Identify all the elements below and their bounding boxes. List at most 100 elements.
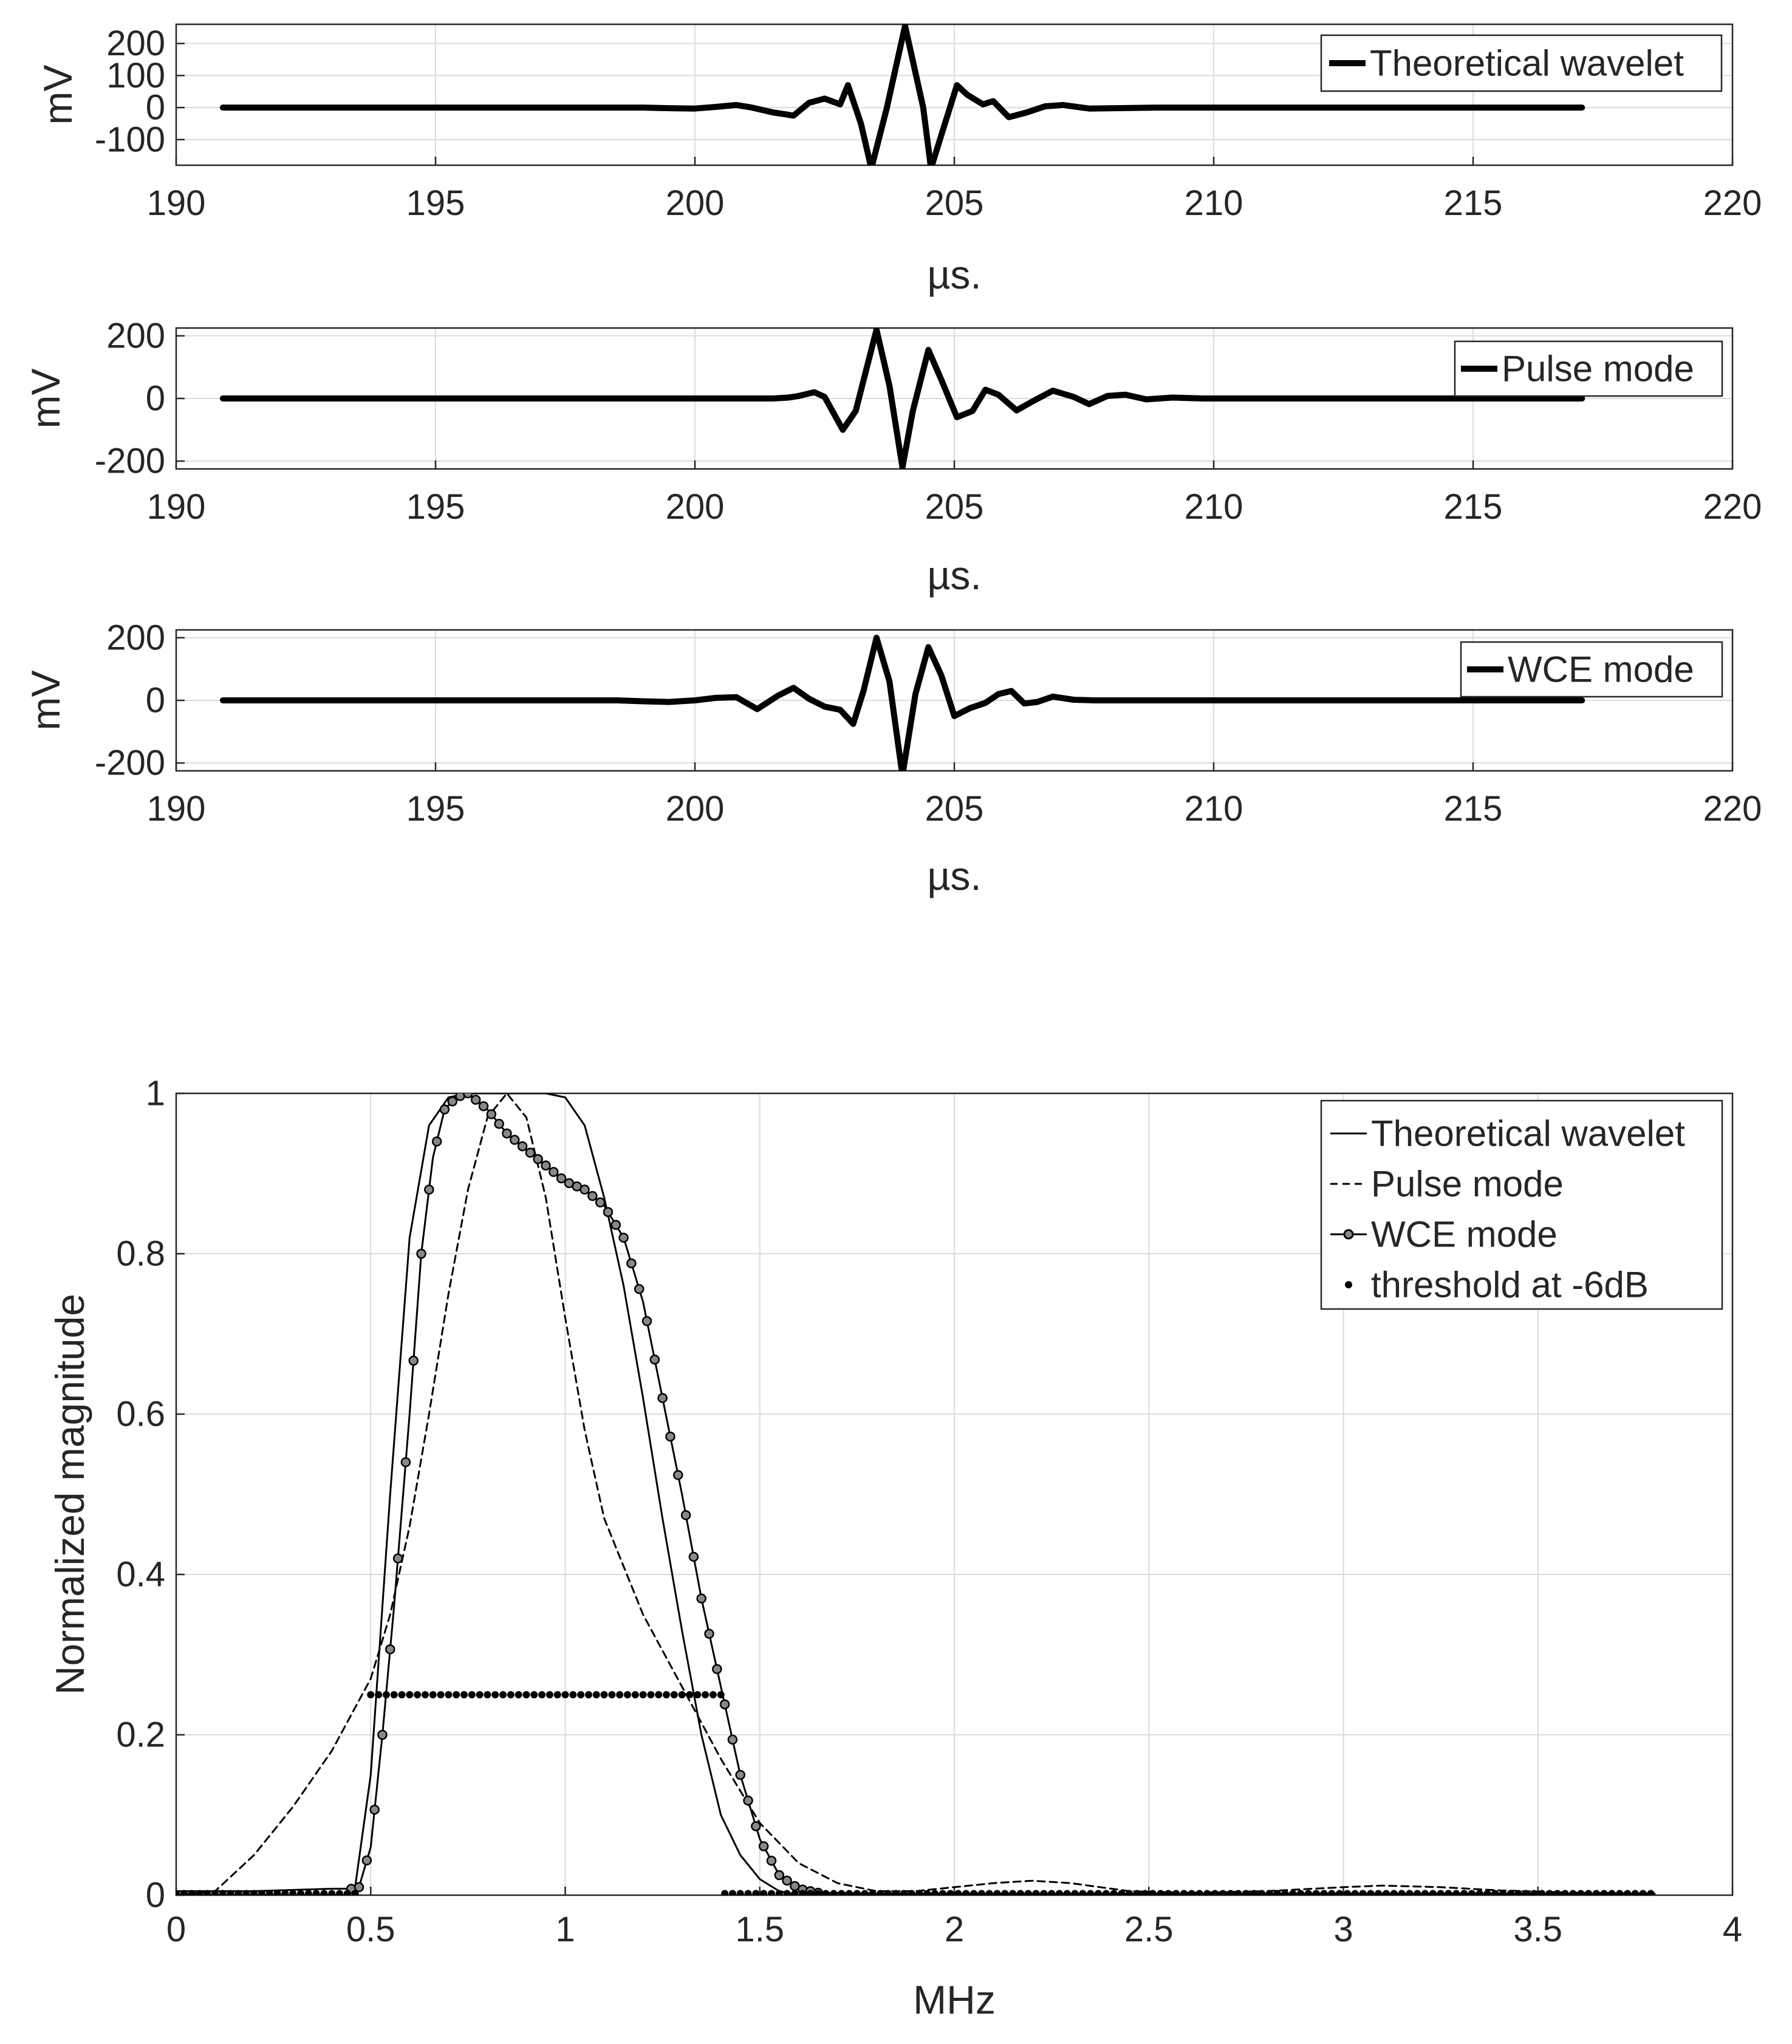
threshold-point	[1406, 1890, 1414, 1895]
threshold-point	[655, 1691, 663, 1698]
legend[interactable]: Pulse mode	[1454, 340, 1723, 397]
wce-marker	[696, 1593, 706, 1604]
x-tick-label: 200	[666, 487, 725, 527]
x-tick-label: 3	[1333, 1910, 1353, 1949]
threshold-point	[561, 1691, 569, 1698]
threshold-point	[445, 1691, 453, 1698]
wce-marker	[400, 1457, 411, 1468]
threshold-point	[398, 1691, 406, 1698]
threshold-point	[702, 1691, 710, 1698]
threshold-point	[1289, 1890, 1297, 1895]
legend[interactable]: WCE mode	[1460, 641, 1723, 698]
threshold-point	[453, 1691, 460, 1698]
threshold-point	[694, 1691, 702, 1698]
threshold-point	[970, 1890, 978, 1895]
threshold-point	[1491, 1890, 1499, 1895]
threshold-point	[227, 1890, 234, 1895]
legend-label-pulse-mode: Pulse mode	[1371, 1164, 1564, 1205]
threshold-point	[592, 1691, 600, 1698]
legend-marker-threshold	[1345, 1281, 1352, 1288]
y-tick-label: -200	[95, 442, 165, 481]
wce-marker	[657, 1393, 668, 1403]
threshold-point	[807, 1890, 815, 1895]
threshold-point	[939, 1890, 946, 1895]
legend-label-theoretical-wavelet: Theoretical wavelet	[1371, 1113, 1685, 1154]
threshold-point	[1468, 1890, 1476, 1895]
threshold-point	[1530, 1890, 1538, 1895]
threshold-point	[484, 1691, 491, 1698]
threshold-point	[1079, 1890, 1087, 1895]
x-tick-label: 195	[406, 789, 465, 829]
wce-marker	[680, 1510, 691, 1520]
wce-marker	[463, 1093, 473, 1099]
threshold-point	[678, 1691, 686, 1698]
threshold-point	[791, 1890, 799, 1895]
x-tick-label: 2	[945, 1910, 964, 1949]
threshold-point	[188, 1890, 196, 1895]
threshold-point	[1071, 1890, 1079, 1895]
threshold-point	[760, 1890, 768, 1895]
threshold-point	[265, 1890, 273, 1895]
x-tick-label: 0	[166, 1910, 186, 1949]
x-axis-label: MHz	[913, 1977, 996, 2022]
wce-marker	[447, 1096, 458, 1107]
threshold-point	[1585, 1890, 1593, 1895]
threshold-point	[686, 1691, 694, 1698]
wce-marker	[509, 1135, 520, 1145]
threshold-point	[336, 1890, 344, 1895]
threshold-point	[1414, 1890, 1421, 1895]
wce-marker	[704, 1629, 714, 1639]
threshold-point	[219, 1890, 227, 1895]
threshold-point	[1265, 1890, 1273, 1895]
threshold-point	[1616, 1890, 1624, 1895]
y-tick-label: 0.8	[116, 1234, 165, 1274]
y-tick-label: 0.2	[116, 1715, 165, 1755]
threshold-point	[814, 1890, 822, 1895]
threshold-point	[1421, 1890, 1429, 1895]
wce-marker	[758, 1841, 769, 1851]
threshold-point	[414, 1691, 422, 1698]
threshold-point	[250, 1890, 258, 1895]
y-tick-label: 1	[146, 1074, 165, 1113]
x-tick-label: 195	[406, 487, 465, 527]
threshold-point	[180, 1890, 188, 1895]
wce-marker	[470, 1095, 481, 1105]
wce-marker	[369, 1804, 380, 1815]
threshold-point	[1172, 1890, 1180, 1895]
legend[interactable]: Theoretical wavelet	[1320, 34, 1723, 92]
y-tick-label: 200	[106, 618, 165, 657]
threshold-point	[1631, 1890, 1639, 1895]
threshold-point	[1250, 1890, 1258, 1895]
wce-marker	[751, 1821, 761, 1831]
threshold-point	[1382, 1890, 1390, 1895]
x-tick-label: 2.5	[1124, 1910, 1174, 1949]
threshold-point	[717, 1691, 725, 1698]
threshold-point	[234, 1890, 242, 1895]
series-layer	[219, 24, 1585, 165]
threshold-point	[767, 1890, 775, 1895]
threshold-point	[1001, 1890, 1009, 1895]
wce-marker	[486, 1109, 497, 1119]
y-axis-label: Normalized magnitude	[47, 1294, 92, 1695]
wce-marker	[502, 1128, 512, 1139]
legend-label-theoretical-wavelet: Theoretical wavelet	[1370, 43, 1684, 84]
wce-marker	[541, 1160, 551, 1171]
threshold-point	[1328, 1890, 1336, 1895]
threshold-point	[1608, 1890, 1616, 1895]
threshold-point	[923, 1890, 931, 1895]
threshold-point	[375, 1691, 383, 1698]
threshold-point	[915, 1890, 923, 1895]
legend[interactable]: Theoretical wavelet Pulse mode WCE mode …	[1320, 1099, 1723, 1310]
threshold-point	[304, 1890, 312, 1895]
wce-marker	[626, 1258, 637, 1269]
threshold-point	[1506, 1890, 1514, 1895]
threshold-point	[1336, 1890, 1344, 1895]
x-tick-label: 195	[406, 183, 465, 223]
threshold-point	[1273, 1890, 1281, 1895]
threshold-point	[1024, 1890, 1032, 1895]
wce-marker	[649, 1354, 660, 1365]
y-axis-label: mV	[23, 369, 68, 429]
series-threshold-at-6db	[176, 1691, 1655, 1895]
